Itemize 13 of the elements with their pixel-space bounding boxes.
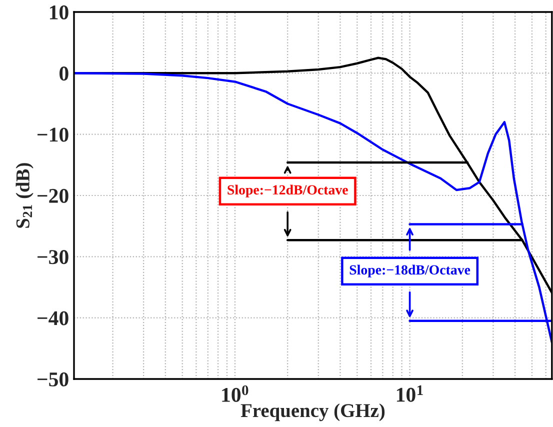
y-tick-label: −50 — [38, 372, 68, 386]
annotation: Slope:−12dB/Octave — [228, 184, 348, 198]
y-tick-label: 10 — [50, 5, 68, 20]
x-tick-label: 10$^{1}$ — [396, 385, 423, 402]
y-tick-label: −20 — [38, 188, 68, 203]
y-tick-label: 0 — [60, 66, 68, 81]
y-tick-label: −30 — [38, 250, 68, 264]
y-axis-title: S$_{21}$ (dB) — [16, 163, 34, 228]
x-tick-label: 10$^{0}$ — [222, 385, 248, 402]
x-axis-title: Frequency (GHz) — [240, 403, 385, 422]
y-tick-label: −40 — [38, 311, 68, 326]
y-tick-label: −10 — [38, 128, 68, 142]
annotation: Slope:−18dB/Octave — [350, 264, 470, 278]
